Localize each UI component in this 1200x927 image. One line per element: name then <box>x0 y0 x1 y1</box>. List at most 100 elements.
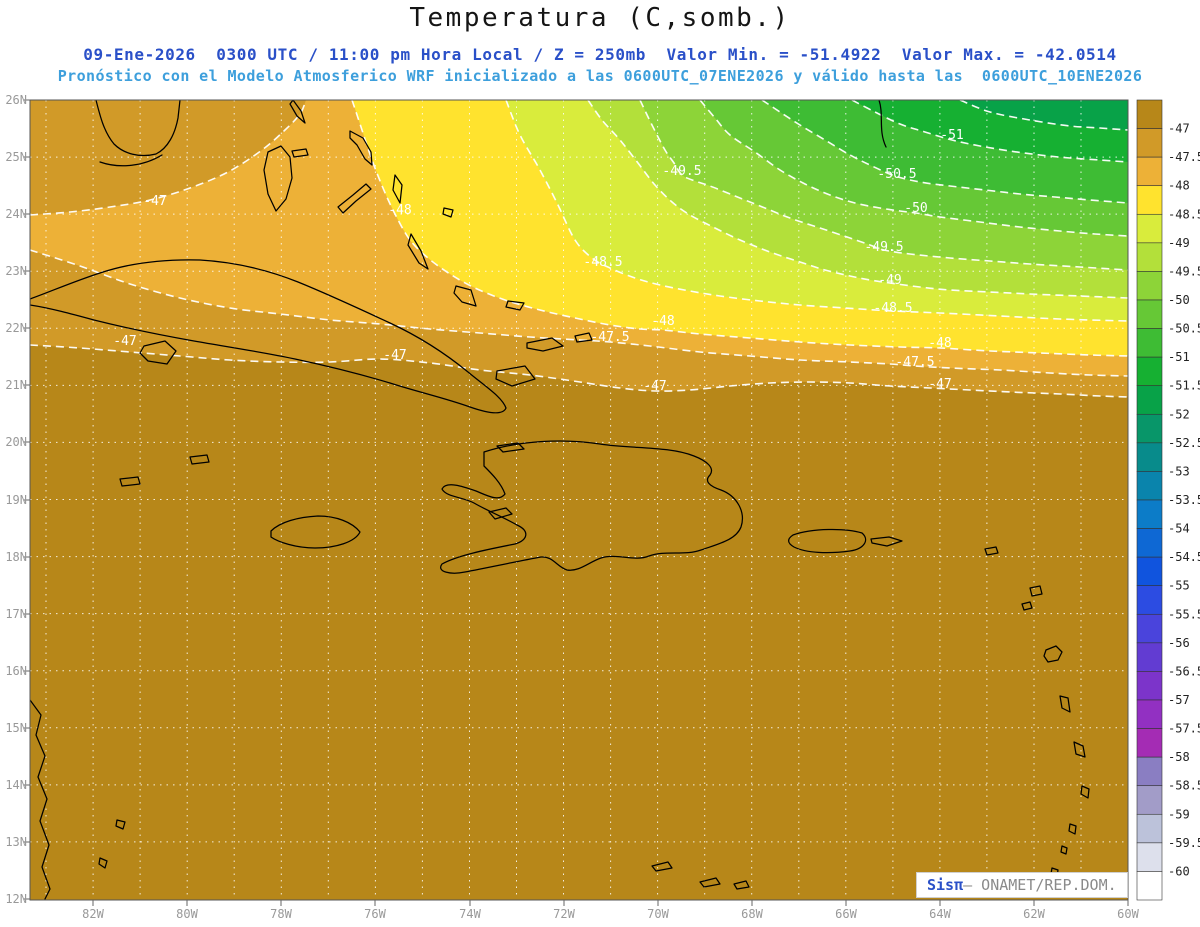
colorbar-label: -55.5 <box>1168 607 1200 621</box>
coastline <box>651 861 673 872</box>
colorbar-label: -59.5 <box>1168 836 1200 850</box>
coastline <box>1073 741 1086 758</box>
coastline <box>1029 585 1043 597</box>
contour-value-label: -48 <box>388 203 411 218</box>
lon-tick-label: 74W <box>459 907 481 921</box>
coastline <box>1059 695 1071 713</box>
subtitle-valid-time: 09-Ene-2026 0300 UTC / 11:00 pm Hora Loc… <box>83 45 1117 64</box>
colorbar-segment <box>1136 213 1163 244</box>
coastline <box>407 233 429 270</box>
colorbar-label: -57 <box>1168 693 1190 707</box>
coastline <box>349 130 373 166</box>
lat-tick-label: 15N <box>5 721 27 735</box>
coastline <box>505 300 525 311</box>
subtitle-model-info: Pronóstico con el Modelo Atmosferico WRF… <box>57 67 1143 85</box>
coastline <box>526 337 564 352</box>
colorbar-segment <box>1136 156 1163 187</box>
contour-value-label: -49 <box>878 273 901 288</box>
colorbar-label: -57.5 <box>1168 722 1200 736</box>
coastline <box>30 259 507 414</box>
coastline <box>878 100 887 148</box>
latitude-axis: 26N 25N 24N 23N 22N 21N 20N 19N 18N 17N 16N 15N 14N 1… <box>5 93 30 906</box>
contour-value-label: -47 <box>143 194 166 209</box>
contour-value-label: -49.5 <box>662 164 701 179</box>
contour-value-label: -49.5 <box>864 240 903 255</box>
coastline <box>699 877 721 888</box>
colorbar-label: -56 <box>1168 636 1190 650</box>
colorbar-label: -59 <box>1168 807 1190 821</box>
coastline <box>1060 845 1068 855</box>
colorbar-segment <box>1136 528 1163 558</box>
colorbar-segment <box>1136 699 1163 729</box>
coastline <box>870 536 903 547</box>
lon-tick-label: 60W <box>1117 907 1139 921</box>
contour-value-label: -48.5 <box>583 255 622 270</box>
coastline <box>574 332 593 343</box>
contour-line <box>851 100 1128 163</box>
coastline <box>95 100 181 157</box>
lon-tick-label: 72W <box>553 907 575 921</box>
contour-value-label: -47 <box>928 377 951 392</box>
coastline <box>189 454 210 465</box>
lon-tick-label: 68W <box>741 907 763 921</box>
colorbar-label: -58 <box>1168 750 1190 764</box>
contour-line <box>587 100 1128 299</box>
coastline <box>733 880 750 890</box>
coastline <box>495 365 536 387</box>
colorbar-label: -49 <box>1168 236 1190 250</box>
lon-tick-label: 76W <box>364 907 386 921</box>
colorbar-segment <box>1136 671 1163 701</box>
colorbar-label: -48 <box>1168 179 1190 193</box>
colorbar-label: -54 <box>1168 522 1190 536</box>
lon-tick-label: 70W <box>647 907 669 921</box>
contour-line <box>761 100 1128 204</box>
colorbar-label: -52 <box>1168 407 1190 421</box>
coastline <box>1021 601 1033 611</box>
coastline <box>139 340 177 365</box>
contour-value-label: -51 <box>940 128 963 143</box>
colorbar-segment <box>1136 756 1163 787</box>
contour-line <box>505 100 1128 322</box>
lat-tick-label: 21N <box>5 378 27 392</box>
coastline <box>788 528 867 554</box>
credit-pi-logo: π <box>954 876 964 894</box>
contour-line <box>639 100 1128 271</box>
contour-value-label: -47.5 <box>895 355 934 370</box>
page-title: Temperatura (C,somb.) <box>409 3 791 33</box>
credit-badge: Sisπ— ONAMET/REP.DOM. <box>916 872 1128 898</box>
coastline <box>488 507 513 520</box>
lat-tick-label: 18N <box>5 550 27 564</box>
colorbar-segment <box>1136 185 1163 215</box>
coastline <box>392 174 403 204</box>
colorbar-label: -51.5 <box>1168 379 1200 393</box>
lat-tick-label: 20N <box>5 435 27 449</box>
colorbar-segment <box>1136 785 1163 815</box>
longitude-axis: 82W 80W 78W 76W 74W 72W 70W 68W 66W 64W 62W 60W <box>82 900 1140 921</box>
colorbar-label: -58.5 <box>1168 779 1200 793</box>
coastline <box>99 154 163 167</box>
lat-tick-label: 25N <box>5 150 27 164</box>
colorbar-label: -49.5 <box>1168 264 1200 278</box>
coastline <box>98 857 108 869</box>
lat-tick-label: 14N <box>5 778 27 792</box>
contour-line <box>959 100 1128 131</box>
contour-line <box>30 344 1128 398</box>
colorbar-segment <box>1136 871 1163 901</box>
colorbar-label: -50 <box>1168 293 1190 307</box>
coastline <box>263 145 293 212</box>
coastline <box>270 515 361 549</box>
coastline <box>440 440 743 574</box>
coastline <box>115 819 126 830</box>
colorbar-label: -51 <box>1168 350 1190 364</box>
lat-tick-label: 17N <box>5 607 27 621</box>
colorbar-segment <box>1136 842 1163 872</box>
colorbar-segment <box>1136 556 1163 587</box>
credit-brand: Sis <box>927 876 955 894</box>
contour-value-label: -50 <box>904 201 927 216</box>
contour-value-label: -48 <box>651 314 674 329</box>
colorbar-segment <box>1136 299 1163 329</box>
colorbar-label: -54.5 <box>1168 550 1200 564</box>
colorbar: -47 -47.5 -48 -48.5 -49 -49.5 -50 -50.5 -51 -51.5… <box>1136 99 1200 901</box>
colorbar-label: -52.5 <box>1168 436 1200 450</box>
